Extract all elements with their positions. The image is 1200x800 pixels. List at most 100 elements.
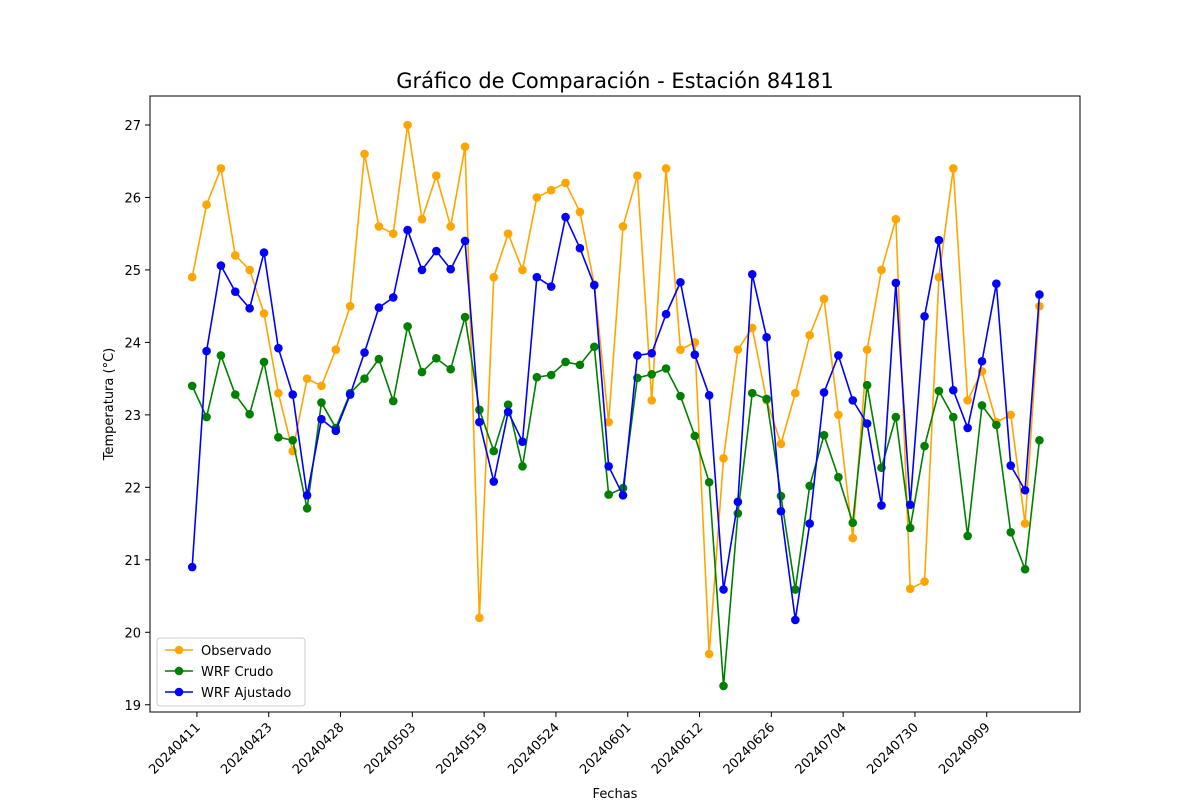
data-point bbox=[360, 348, 369, 357]
data-point bbox=[776, 506, 786, 516]
legend-marker bbox=[174, 666, 184, 676]
data-point bbox=[1035, 290, 1044, 299]
data-point bbox=[704, 477, 714, 487]
data-point bbox=[503, 407, 513, 417]
data-point bbox=[862, 345, 872, 354]
data-point bbox=[848, 533, 858, 543]
data-point bbox=[791, 615, 800, 625]
data-point bbox=[345, 390, 355, 399]
y-axis-ticks: 19 20 21 22 23 24 25 26 27 bbox=[124, 119, 150, 714]
x-tick-label: 20240428 bbox=[290, 720, 347, 777]
data-point bbox=[475, 405, 484, 415]
y-tick-label: 20 bbox=[124, 626, 141, 641]
data-point bbox=[791, 585, 800, 594]
data-point bbox=[661, 164, 671, 173]
data-point bbox=[647, 396, 657, 405]
x-tick-label: 20240601 bbox=[577, 720, 634, 777]
data-point bbox=[345, 301, 355, 311]
data-point bbox=[417, 265, 427, 275]
data-point bbox=[589, 280, 599, 290]
data-point bbox=[432, 246, 441, 256]
data-point bbox=[905, 584, 915, 594]
data-point bbox=[489, 272, 499, 282]
data-point bbox=[503, 229, 513, 238]
data-point bbox=[776, 439, 786, 449]
data-point bbox=[216, 261, 226, 270]
data-point bbox=[891, 278, 901, 288]
data-point bbox=[819, 388, 829, 397]
x-tick-label: 20240730 bbox=[864, 720, 921, 777]
data-point bbox=[274, 343, 283, 353]
data-point bbox=[360, 149, 369, 159]
data-point bbox=[934, 272, 944, 282]
data-point bbox=[360, 374, 369, 383]
data-point bbox=[992, 420, 1001, 430]
data-point bbox=[805, 330, 814, 340]
legend-marker bbox=[174, 645, 184, 655]
data-point bbox=[719, 681, 728, 691]
data-point bbox=[288, 435, 298, 445]
data-point bbox=[633, 171, 642, 181]
y-tick-label: 22 bbox=[124, 481, 141, 496]
data-point bbox=[747, 388, 757, 398]
data-point bbox=[676, 345, 685, 354]
data-point bbox=[733, 345, 743, 354]
data-point bbox=[460, 312, 470, 322]
x-tick-label: 20240626 bbox=[721, 720, 778, 777]
legend-label: Observado bbox=[201, 644, 272, 659]
data-point bbox=[546, 370, 556, 380]
data-point bbox=[475, 613, 484, 623]
data-point bbox=[302, 504, 312, 513]
data-point bbox=[1035, 435, 1044, 445]
data-point bbox=[460, 142, 470, 152]
legend-box bbox=[156, 637, 306, 707]
data-point bbox=[187, 562, 197, 572]
data-point bbox=[920, 577, 929, 586]
series-line bbox=[191, 316, 1041, 687]
data-point bbox=[518, 462, 527, 471]
data-point bbox=[661, 309, 671, 319]
y-tick-label: 24 bbox=[124, 336, 141, 351]
data-point bbox=[561, 212, 570, 222]
data-point bbox=[230, 287, 240, 296]
x-tick-label: 20240519 bbox=[434, 720, 491, 777]
data-point bbox=[417, 214, 427, 224]
data-point bbox=[791, 388, 800, 398]
y-axis-label: Temperatura (°C) bbox=[102, 348, 117, 461]
data-point bbox=[676, 391, 685, 401]
chart-title: Gráfico de Comparación - Estación 84181 bbox=[396, 69, 833, 93]
data-point bbox=[920, 312, 929, 321]
data-point bbox=[317, 414, 326, 424]
y-tick-label: 25 bbox=[124, 264, 141, 279]
data-point bbox=[202, 412, 211, 422]
data-point bbox=[819, 430, 829, 440]
data-point bbox=[747, 269, 757, 279]
data-point bbox=[302, 374, 312, 383]
legend-label: WRF Crudo bbox=[201, 665, 273, 680]
data-point bbox=[388, 396, 398, 406]
data-point bbox=[259, 309, 269, 318]
data-point bbox=[776, 491, 786, 501]
data-point bbox=[647, 348, 657, 358]
data-point bbox=[288, 390, 298, 399]
data-point bbox=[575, 243, 585, 253]
data-point bbox=[1020, 564, 1030, 574]
data-point bbox=[948, 164, 958, 173]
data-point bbox=[245, 409, 254, 419]
data-point bbox=[230, 390, 240, 399]
legend-item: WRF Crudo bbox=[165, 665, 273, 680]
data-point bbox=[403, 225, 412, 235]
data-point bbox=[216, 164, 226, 173]
data-point bbox=[302, 491, 312, 500]
data-point bbox=[575, 360, 585, 370]
data-point bbox=[1006, 527, 1016, 537]
data-point bbox=[948, 385, 958, 395]
data-point bbox=[446, 222, 455, 231]
data-point bbox=[805, 481, 814, 491]
data-point bbox=[848, 396, 858, 405]
legend-item: Observado bbox=[165, 644, 272, 659]
data-point bbox=[532, 193, 542, 202]
data-point bbox=[546, 282, 556, 291]
data-point bbox=[805, 519, 814, 528]
